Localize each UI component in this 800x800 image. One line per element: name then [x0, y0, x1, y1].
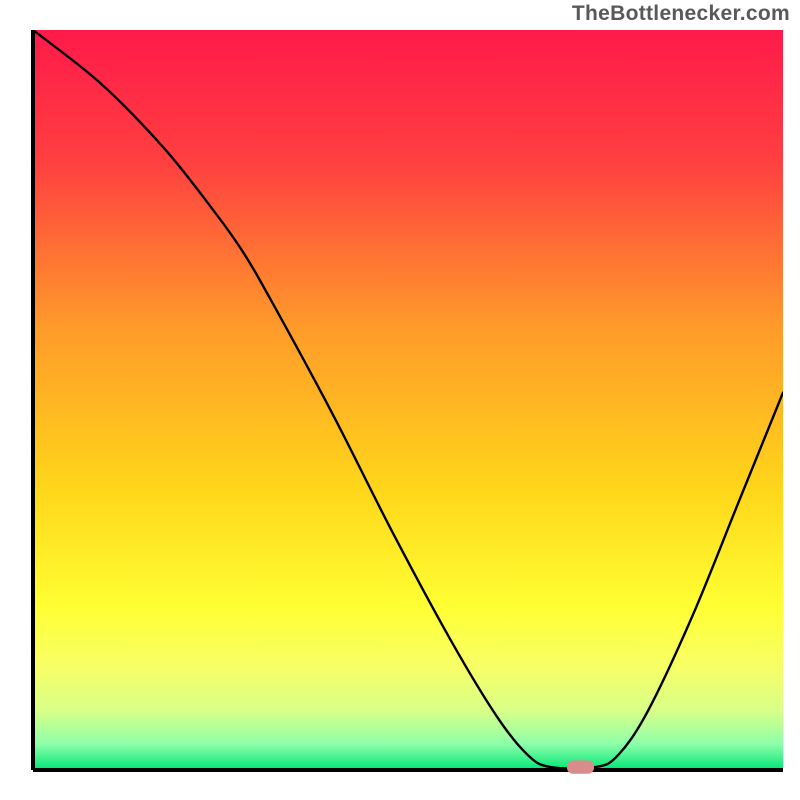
optimal-marker	[567, 760, 594, 773]
watermark-text: TheBottlenecker.com	[572, 2, 790, 26]
chart-container: { "watermark": { "text": "TheBottlenecke…	[0, 0, 800, 800]
gradient-background	[33, 30, 783, 770]
bottleneck-chart	[0, 0, 800, 800]
